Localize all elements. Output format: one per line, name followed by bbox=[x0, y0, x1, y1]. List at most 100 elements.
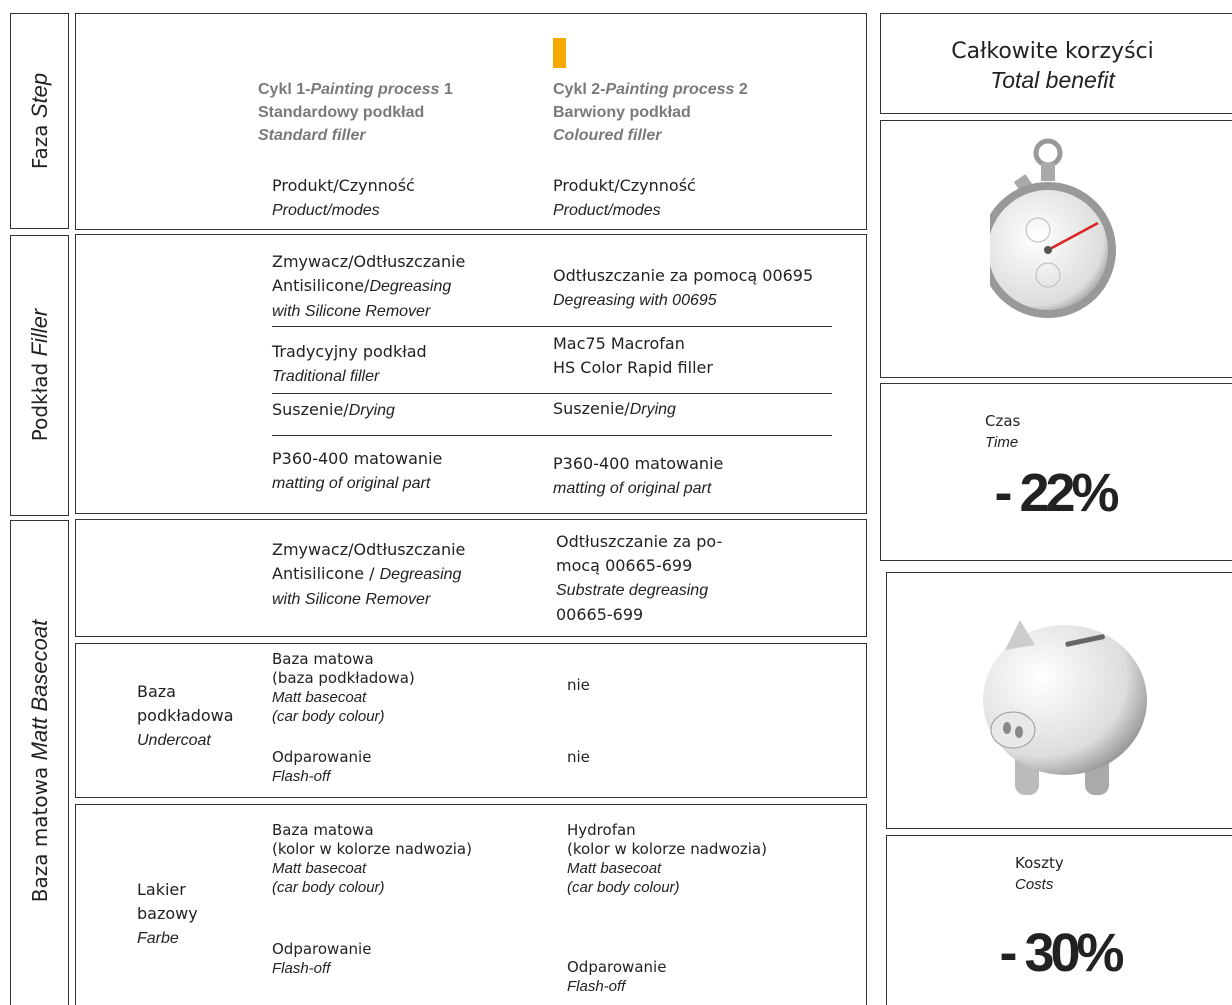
text-segment: Suszenie/ bbox=[272, 400, 349, 419]
text-segment: Barwiony podkład bbox=[553, 104, 691, 121]
text-line: (kolor w kolorze nadwozia) bbox=[272, 840, 472, 859]
undercoat-box bbox=[75, 643, 867, 798]
text-segment: Matt basecoat bbox=[567, 860, 662, 877]
text-line: Odparowanie bbox=[272, 940, 371, 959]
row-separator bbox=[272, 393, 832, 394]
text-line: with Silicone Remover bbox=[272, 299, 465, 324]
text-line: (car body colour) bbox=[272, 878, 472, 897]
text-line: Odtłuszczanie za pomocą 00695 bbox=[553, 264, 813, 288]
text-line: Produkt/Czynność bbox=[272, 174, 415, 198]
text-segment: nie bbox=[567, 676, 590, 694]
text-line: Standard filler bbox=[258, 124, 453, 147]
section-box bbox=[10, 235, 69, 516]
text-segment: Odtłuszczanie za pomocą 00695 bbox=[553, 266, 814, 285]
text-segment: Standardowy podkład bbox=[258, 104, 425, 121]
cell: P360-400 matowanie matting of original pa… bbox=[272, 447, 442, 496]
text-segment: Undercoat bbox=[137, 732, 211, 749]
text-segment: Odparowanie bbox=[272, 940, 372, 958]
text-line: Flash-off bbox=[272, 767, 371, 786]
cell: Produkt/Czynność Product/modes bbox=[272, 174, 415, 223]
text-line: Flash-off bbox=[272, 959, 371, 978]
text-segment: Product/modes bbox=[272, 202, 380, 219]
text-segment: Degreasing bbox=[379, 566, 462, 583]
cell: Baza podkładowa Undercoat bbox=[137, 680, 234, 753]
text-segment: (car body colour) bbox=[272, 879, 385, 896]
text-line: Matt basecoat bbox=[567, 859, 767, 878]
text-line: Farbe bbox=[137, 926, 198, 951]
text-segment: mocą 00665-699 bbox=[556, 556, 693, 575]
text-segment: Hydrofan bbox=[567, 821, 636, 839]
accent-bar bbox=[553, 38, 566, 68]
time-en: Time bbox=[985, 434, 1019, 451]
text-line: 00665-699 bbox=[556, 603, 722, 627]
text-line: Odparowanie bbox=[567, 958, 666, 977]
text-segment: Product/modes bbox=[553, 202, 661, 219]
text-segment: Painting process bbox=[605, 81, 735, 98]
text-segment: Tradycyjny podkład bbox=[272, 342, 427, 361]
costs-result: - 30% bbox=[999, 923, 1124, 983]
cell: Odparowanie Flash-off bbox=[272, 748, 371, 786]
cell: Baza matowa (baza podkładowa) Matt basecoa… bbox=[272, 650, 415, 726]
piggy-icon bbox=[983, 620, 1147, 795]
text-line: (kolor w kolorze nadwozia) bbox=[567, 840, 767, 859]
text-segment: Baza matowa bbox=[272, 650, 374, 668]
text-line: Antisilicone / Degreasing bbox=[272, 562, 465, 587]
text-line: Matt basecoat bbox=[272, 859, 472, 878]
label-pl: Podkład bbox=[28, 362, 52, 442]
text-segment: nie bbox=[567, 748, 590, 766]
text-segment: Baza bbox=[137, 682, 176, 701]
text-line: Mac75 Macrofan bbox=[553, 332, 713, 356]
cell: Odparowanie Flash-off bbox=[272, 940, 371, 978]
text-line: nie bbox=[567, 676, 590, 695]
cell: Tradycyjny podkład Traditional filler bbox=[272, 340, 427, 389]
cell: Baza matowa (kolor w kolorze nadwozia) Mat… bbox=[272, 821, 472, 897]
section-label: Faza Step bbox=[27, 21, 53, 221]
costs-box bbox=[886, 835, 1232, 1005]
text-line: Substrate degreasing bbox=[556, 578, 722, 603]
title-pl: Całkowite korzyści bbox=[951, 39, 1154, 64]
label-en: Filler bbox=[27, 308, 52, 357]
text-line: Degreasing with 00695 bbox=[553, 288, 813, 313]
text-segment: (car body colour) bbox=[272, 708, 385, 725]
text-segment: Baza matowa bbox=[272, 821, 374, 839]
degreasing-box bbox=[75, 519, 867, 637]
header-box bbox=[75, 13, 867, 230]
row-separator bbox=[272, 326, 832, 327]
text-segment: Substrate degreasing bbox=[556, 582, 709, 599]
costs-en: Costs bbox=[1015, 876, 1054, 893]
image-box bbox=[880, 120, 1232, 378]
text-segment: Coloured filler bbox=[553, 127, 662, 144]
title-en: Total benefit bbox=[990, 67, 1115, 93]
text-segment: Degreasing bbox=[369, 278, 452, 295]
text-line: (baza podkładowa) bbox=[272, 669, 415, 688]
text-segment: (baza podkładowa) bbox=[272, 669, 415, 687]
text-line: mocą 00665-699 bbox=[556, 554, 722, 578]
time-result: - 22% bbox=[994, 463, 1119, 523]
text-segment: Degreasing with 00695 bbox=[553, 292, 717, 309]
text-line: Baza matowa bbox=[272, 821, 472, 840]
cell: Produkt/Czynność Product/modes bbox=[553, 174, 696, 223]
text-segment: Zmywacz/Odtłuszczanie bbox=[272, 252, 466, 271]
section-box bbox=[10, 520, 69, 1005]
text-line: matting of original part bbox=[272, 471, 442, 496]
cell: Suszenie/Drying bbox=[553, 397, 676, 422]
text-line: Baza bbox=[137, 680, 234, 704]
text-line: Traditional filler bbox=[272, 364, 427, 389]
text-segment: Odparowanie bbox=[272, 748, 372, 766]
text-segment: Produkt/Czynność bbox=[272, 176, 415, 195]
text-segment: Farbe bbox=[137, 930, 179, 947]
text-segment: P360-400 matowanie bbox=[553, 454, 724, 473]
label-en: Step bbox=[27, 72, 52, 119]
text-segment: matting of original part bbox=[553, 480, 712, 497]
cell: Cykl 2-Painting process 2 Barwiony podkła… bbox=[553, 78, 748, 147]
cell: Zmywacz/Odtłuszczanie Antisilicone / Degr… bbox=[272, 538, 465, 612]
text-line: Coloured filler bbox=[553, 124, 748, 147]
text-segment: Lakier bbox=[137, 880, 186, 899]
label-pl: Faza bbox=[28, 124, 52, 170]
text-line: Zmywacz/Odtłuszczanie bbox=[272, 538, 465, 562]
label-en: Matt Basecoat bbox=[27, 619, 52, 761]
text-segment: with Silicone Remover bbox=[272, 303, 431, 320]
text-line: Cykl 1-Painting process 1 bbox=[258, 78, 453, 101]
text-line: Product/modes bbox=[272, 198, 415, 223]
